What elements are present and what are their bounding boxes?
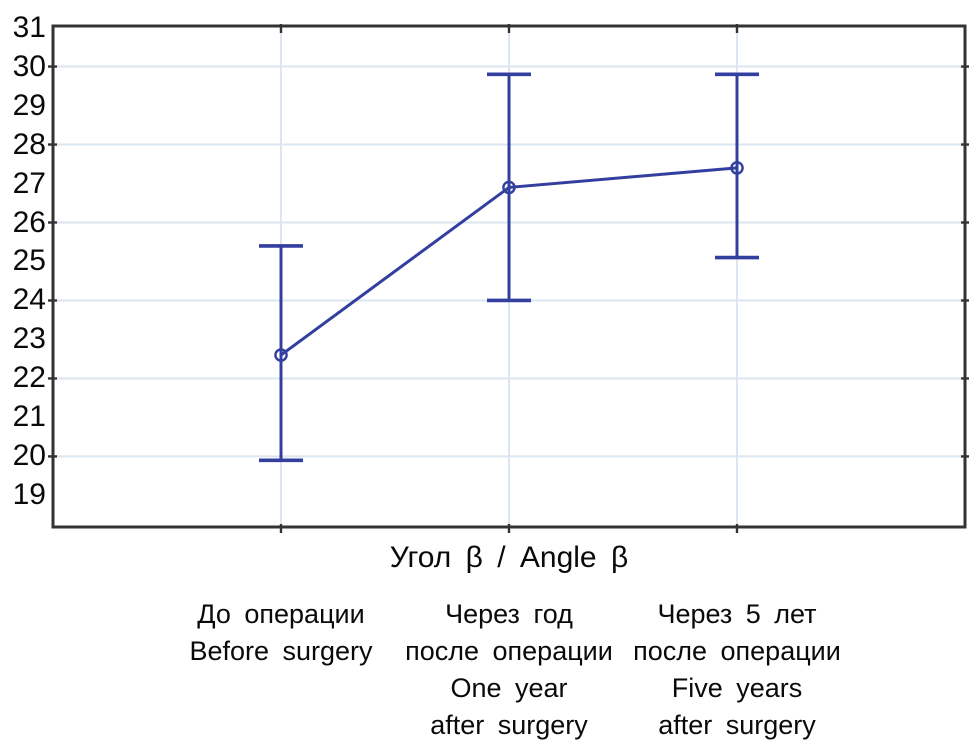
y-tick-label: 27: [12, 166, 46, 200]
x-category-label-line: До операции: [197, 599, 365, 629]
data-point-marker: [730, 161, 744, 175]
data-point-marker: [502, 180, 516, 195]
y-tick-label: 25: [12, 244, 46, 278]
x-category-label-line: after surgery: [658, 710, 816, 740]
x-category-label-line: Five years: [671, 673, 803, 703]
x-category-label-line: после операции: [405, 636, 613, 666]
y-tick-label: 23: [12, 322, 46, 356]
y-tick-label: 30: [12, 49, 46, 83]
x-category-label-one-year-after-surgery: Через год после операции One year after sur…: [349, 596, 669, 744]
y-tick-label: 29: [12, 88, 46, 122]
y-tick-label: 19: [12, 478, 46, 512]
y-tick-label: 31: [12, 10, 46, 44]
x-category-label-line: Before surgery: [189, 636, 373, 666]
x-axis-title: Угол β / Angle β: [389, 541, 629, 574]
y-tick-label: 22: [12, 361, 46, 395]
x-category-label-before-surgery: До операции Before surgery: [121, 596, 441, 670]
y-tick-label: 28: [12, 127, 46, 161]
y-tick-label: 20: [12, 439, 46, 473]
x-category-label-line: Через 5 лет: [657, 599, 817, 629]
x-category-label-line: Через год: [445, 599, 573, 629]
y-tick-label: 24: [12, 283, 46, 317]
x-category-label-line: после операции: [633, 636, 841, 666]
data-point-marker: [274, 348, 288, 362]
x-category-label-five-years-after-surgery: Через 5 лет после операции Five years after…: [577, 596, 897, 744]
y-tick-label: 26: [12, 205, 46, 239]
x-category-label-line: after surgery: [430, 710, 588, 740]
x-category-label-line: One year: [450, 673, 568, 703]
y-tick-label: 21: [12, 400, 46, 434]
